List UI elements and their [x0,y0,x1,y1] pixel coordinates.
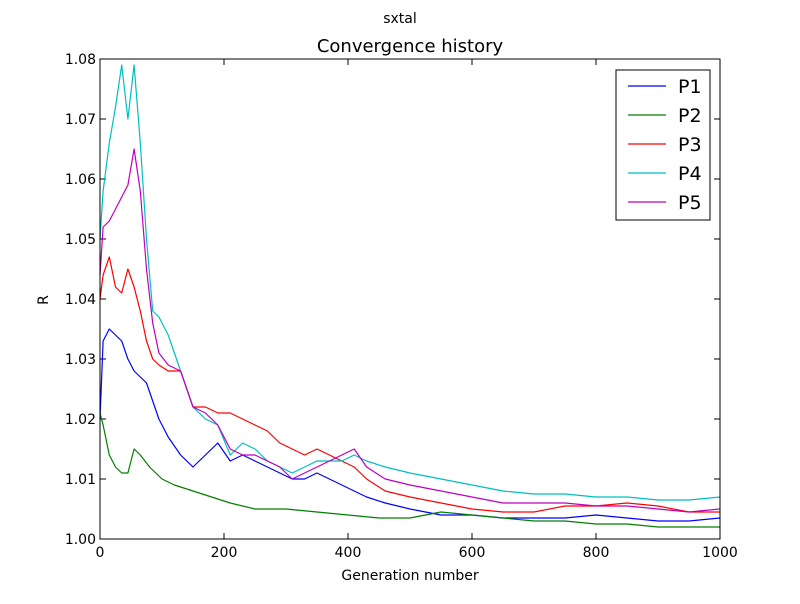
figure-suptitle: sxtal [383,11,417,27]
chart-title: Convergence history [317,36,504,57]
series-line-p1 [99,328,721,522]
y-tick-label: 1.03 [65,352,96,368]
y-tick-label: 1.06 [65,172,96,188]
y-tick-label: 1.05 [65,232,96,248]
y-axis-label: R [36,295,52,305]
x-tick-label: 400 [335,545,362,561]
legend-label-p3: P3 [678,134,702,156]
x-tick-label: 200 [211,545,238,561]
legend-label-p5: P5 [678,192,702,214]
series-lines [99,64,721,528]
x-tick-label: 600 [459,545,486,561]
y-tick-label: 1.08 [65,52,96,68]
legend-label-p1: P1 [678,76,702,98]
axis-ticks: 0 200 400 600 800 1000 1.00 1.01 1.02 1.03 1.04 1.0… [65,52,738,561]
y-tick-label: 1.02 [65,412,96,428]
plot-area-frame [99,58,721,540]
x-tick-label: 1000 [702,545,738,561]
legend-label-p2: P2 [678,105,702,127]
x-tick-label: 0 [96,545,105,561]
legend-label-p4: P4 [678,163,702,185]
y-tick-label: 1.01 [65,472,96,488]
series-line-p3 [99,256,720,513]
y-tick-label: 1.00 [65,532,96,548]
y-tick-label: 1.07 [65,112,96,128]
x-tick-label: 800 [583,545,610,561]
y-tick-label: 1.04 [65,292,96,308]
x-axis-label: Generation number [341,568,478,584]
series-line-p5 [99,148,721,513]
legend-box [615,69,711,221]
legend: P1 P2 P3 P4 P5 [615,69,711,221]
series-line-p2 [99,412,720,528]
